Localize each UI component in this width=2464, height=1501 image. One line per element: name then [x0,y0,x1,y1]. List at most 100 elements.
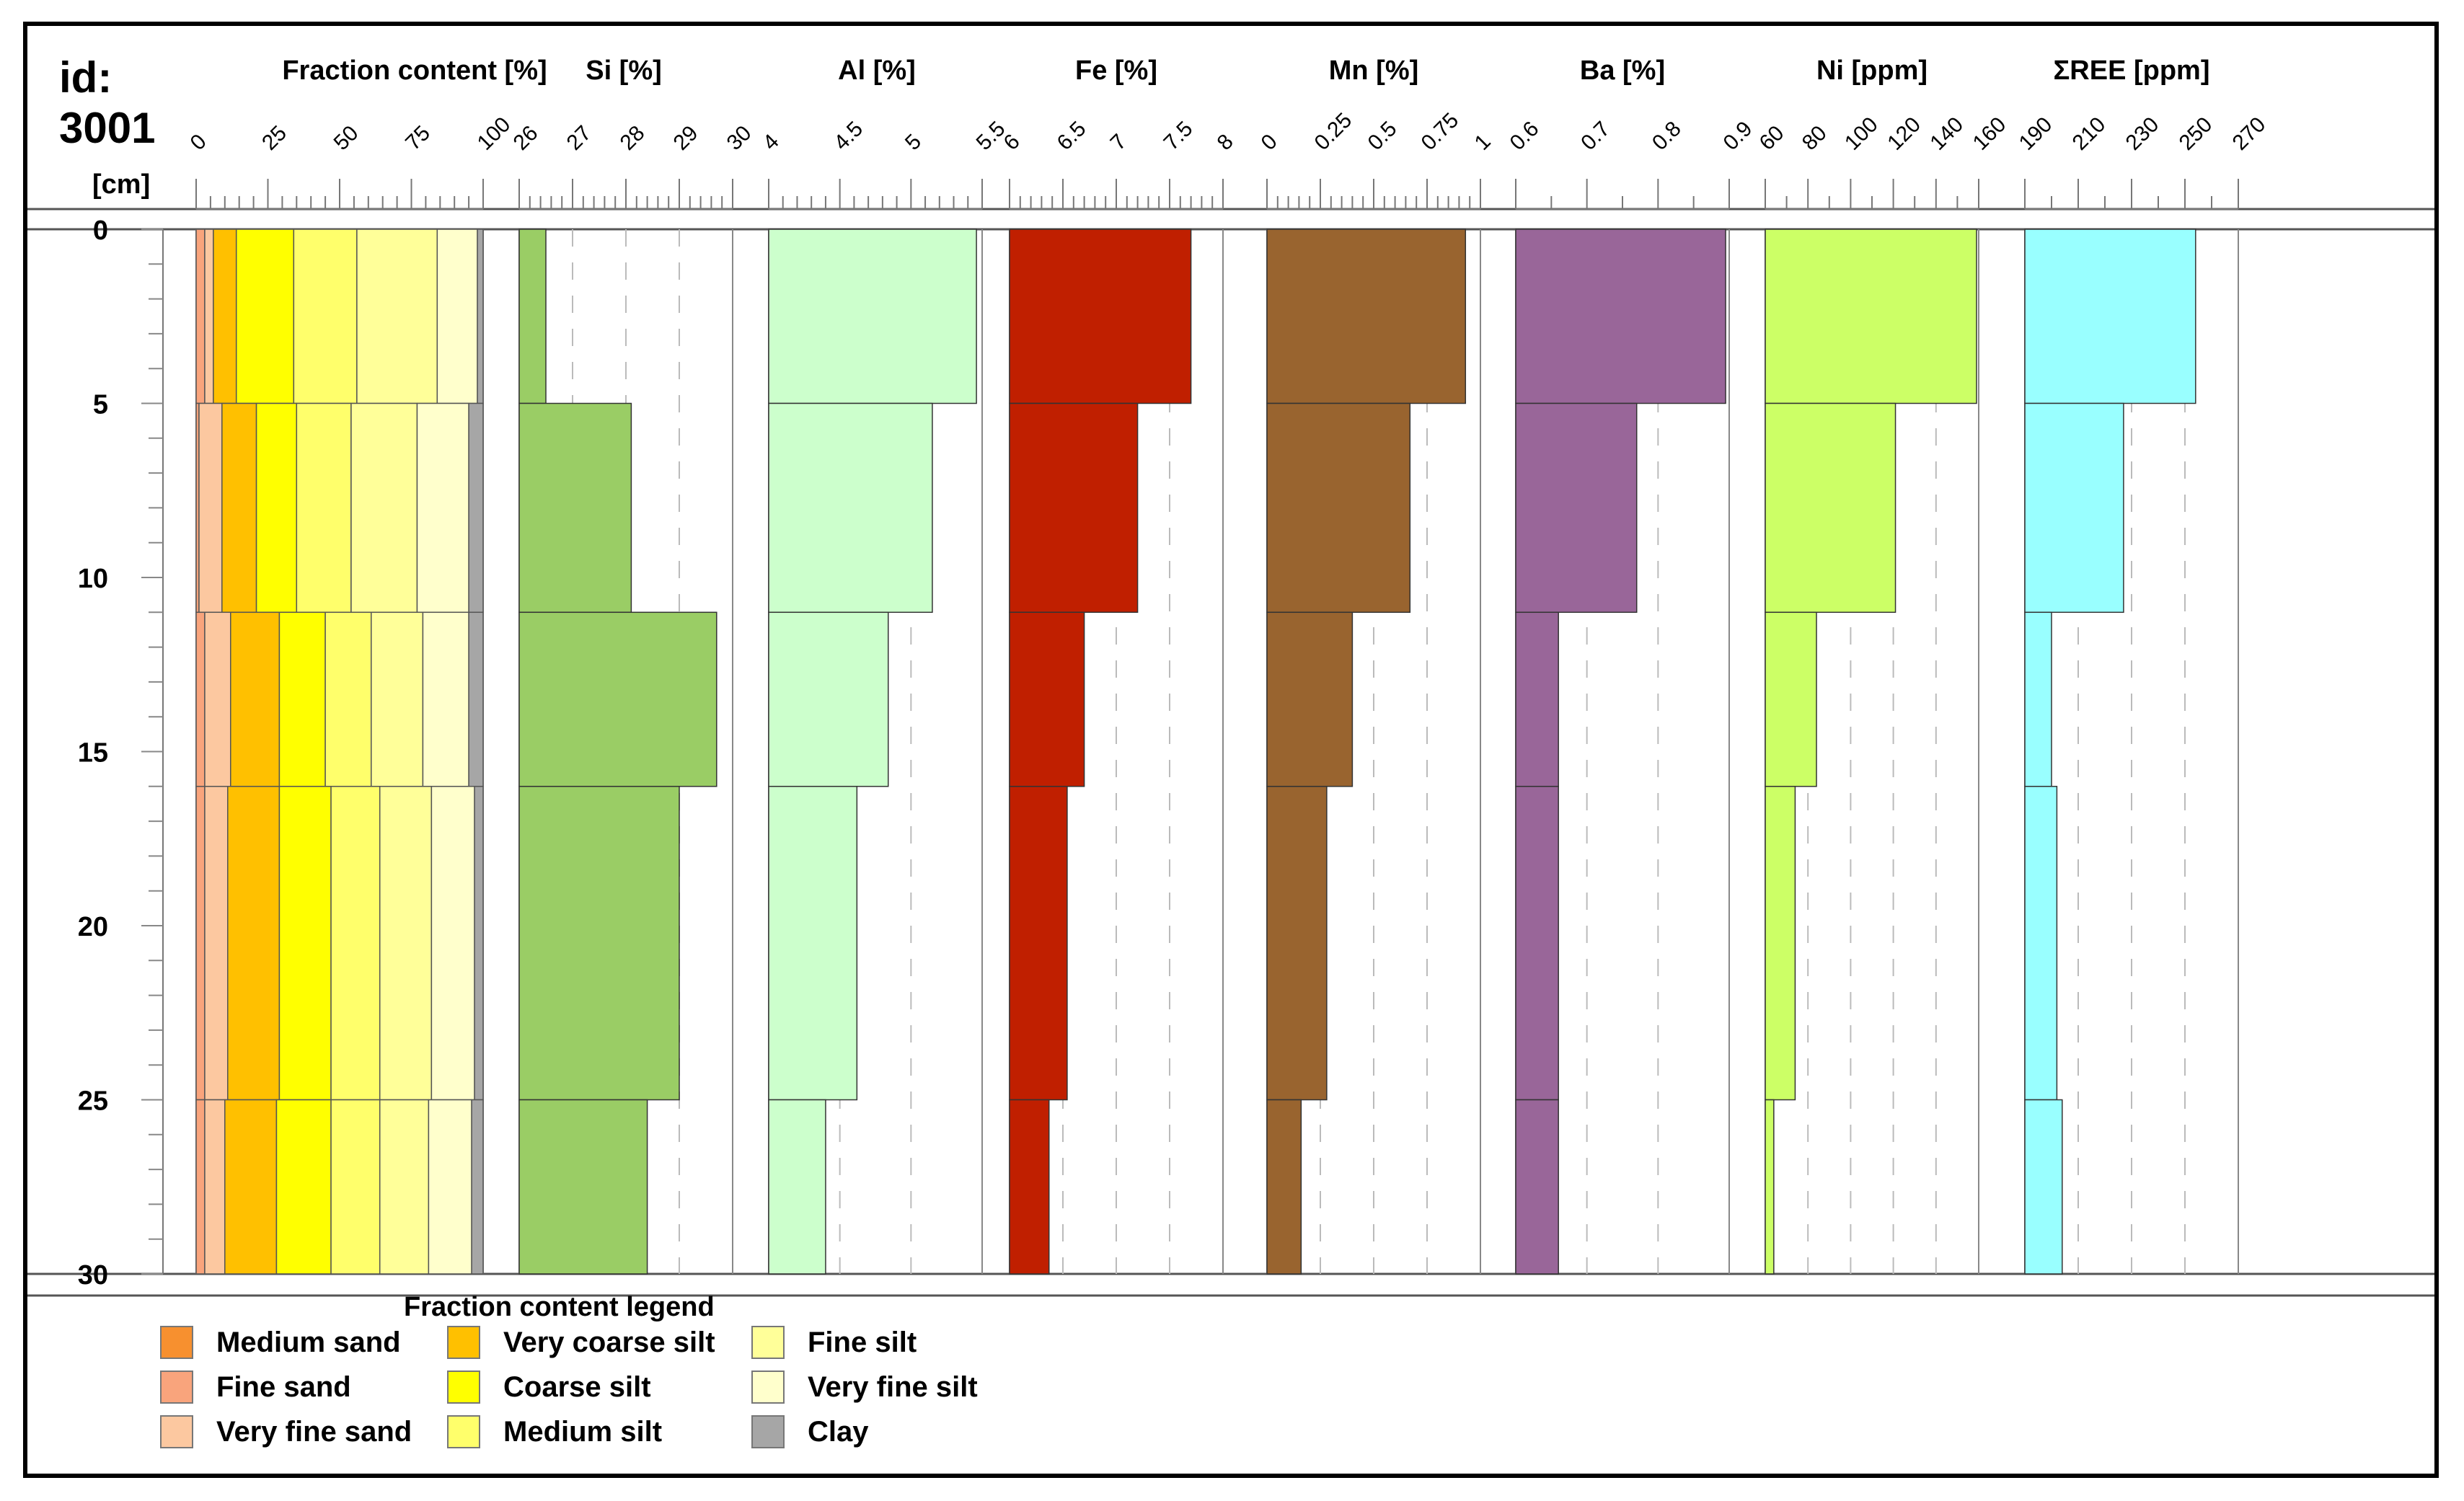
legend-label: Very fine sand [216,1415,412,1448]
axis-tick-label: 230 [2121,112,2164,155]
mn-bar [1266,1099,1302,1275]
legend-swatch [160,1326,193,1359]
legend-swatch [447,1415,480,1448]
axis-tick-label: 0.6 [1506,117,1544,155]
axis-tick-label: 120 [1883,112,1925,155]
legend-label: Very fine silt [808,1371,978,1403]
legend-swatch [160,1371,193,1404]
fe-bar [1009,786,1068,1101]
depth-tick-label: 20 [78,912,108,942]
axis-tick-label: 250 [2175,112,2217,155]
fraction-bar-segment [227,786,281,1101]
legend-label: Medium silt [503,1415,663,1448]
fraction-bar-segment [428,1099,472,1275]
axis-tick-label: 1 [1470,130,1496,155]
ni-bar [1765,786,1796,1101]
fraction-bar-segment [224,1099,278,1275]
axis-tick-label: 30 [723,121,756,155]
fe-bar [1009,611,1085,787]
axis-tick-label: 0.75 [1417,108,1464,155]
fraction-bar-segment [293,229,358,404]
legend-item: Fine silt [751,1324,917,1361]
axis-tick-label: 140 [1925,112,1968,155]
al-bar [768,1099,826,1275]
axis-tick-label: 210 [2068,112,2111,155]
ni-bar [1765,402,1896,614]
axis-tick-label: 25 [257,121,291,155]
axis-tick-label: 7 [1106,130,1131,155]
legend-item: Clay [751,1413,869,1451]
axis-tick-label: 29 [669,121,703,155]
mn-bar [1266,402,1411,614]
axis-tick-label: 0 [186,130,211,155]
panel-title: Si [%] [586,56,662,86]
legend-label: Coarse silt [503,1371,651,1403]
fraction-bar-segment [255,402,298,614]
ba-bar [1515,402,1638,614]
mn-bar [1266,786,1328,1101]
ree-bar [2024,1099,2063,1275]
fraction-bar-segment [195,611,206,787]
legend-title: Fraction content legend [404,1292,715,1322]
axis-tick-label: 26 [509,121,543,155]
axis-tick-label: 0.8 [1648,117,1686,155]
fraction-bar-segment [330,1099,381,1275]
fraction-bar-segment [278,611,326,787]
panel-title: Al [%] [838,56,916,86]
mn-bar [1266,229,1467,404]
legend-label: Very coarse silt [503,1326,715,1358]
legend-swatch [160,1415,193,1448]
fraction-bar-segment [195,1099,206,1275]
ba-bar [1515,1099,1559,1275]
si-bar [518,229,547,404]
fraction-bar-segment [477,229,484,404]
fraction-bar-segment [221,402,257,614]
axis-tick-label: 0.5 [1364,117,1402,155]
fraction-bar-segment [275,1099,332,1275]
depth-tick-label: 30 [78,1260,108,1290]
axis-tick-label: 0.25 [1310,108,1357,155]
core-id-label: id: [59,53,112,102]
axis-tick-label: 7.5 [1160,117,1198,155]
axis-tick-label: 6.5 [1053,117,1091,155]
panel-title: Fe [%] [1075,56,1157,86]
legend-item: Very coarse silt [447,1324,715,1361]
fraction-bar-segment [195,229,206,404]
legend-label: Fine sand [216,1371,351,1403]
legend-swatch [447,1371,480,1404]
axis-tick-label: 0.7 [1576,117,1615,155]
fraction-bar-segment [436,229,478,404]
fraction-bar-segment [350,402,418,614]
legend-label: Fine silt [808,1326,917,1358]
axis-tick-label: 60 [1755,121,1789,155]
fraction-bar-segment [204,229,214,404]
axis-tick-label: 0.9 [1719,117,1757,155]
axis-tick-label: 190 [2015,112,2057,155]
legend-item: Very fine silt [751,1368,978,1406]
legend-swatch [447,1326,480,1359]
si-bar [518,402,632,614]
fraction-bar-segment [204,1099,226,1275]
legend-item: Coarse silt [447,1368,651,1406]
panel-title: Mn [%] [1329,56,1419,86]
fraction-bar-segment [330,786,381,1101]
legend-item: Fine sand [160,1368,351,1406]
panel-title: Fraction content [%] [282,56,547,86]
fraction-bar-segment [416,402,469,614]
panel-title: Ba [%] [1580,56,1665,86]
axis-tick-label: 28 [616,121,650,155]
depth-tick-label: 15 [78,738,108,769]
fraction-bar-segment [468,402,484,614]
ba-bar [1515,786,1559,1101]
fe-bar [1009,229,1192,404]
axis-tick-label: 100 [1840,112,1883,155]
fraction-bar-segment [278,786,332,1101]
fraction-bar-segment [422,611,469,787]
ni-bar [1765,611,1817,787]
depth-tick-label: 10 [78,564,108,594]
ba-bar [1515,229,1726,404]
ree-bar [2024,402,2124,614]
core-id: 3001 [59,104,155,152]
axis-tick-label: 6 [999,130,1025,155]
fraction-bar-segment [204,786,229,1101]
